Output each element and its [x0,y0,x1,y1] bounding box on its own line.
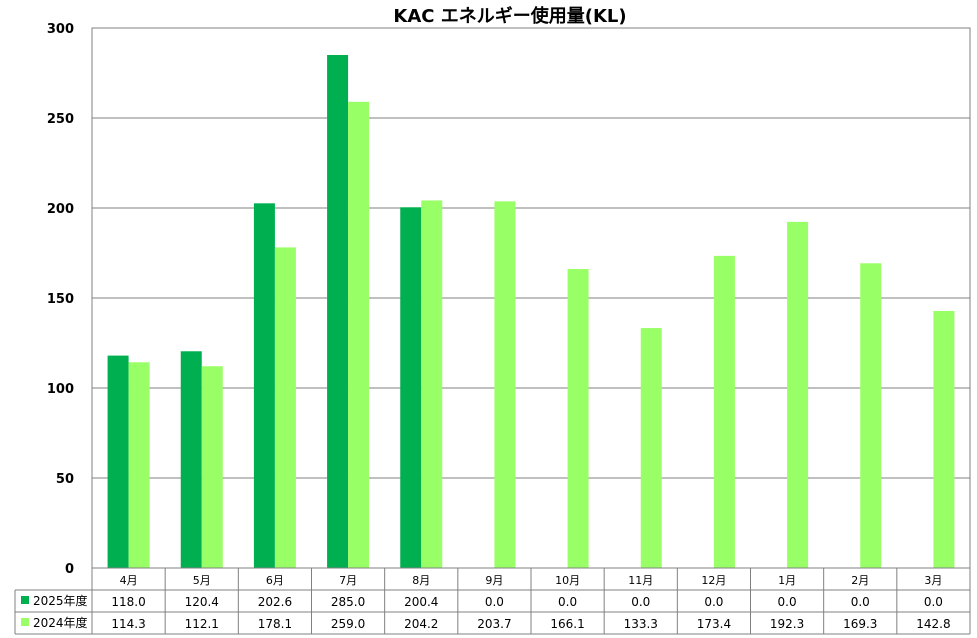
legend-swatch [21,596,29,604]
data-label: 0.0 [851,595,870,609]
y-axis-ticks: 0 50 100 150 200 250 300 [47,22,74,577]
bar-series-1 [107,355,129,568]
data-label: 0.0 [704,595,723,609]
y-tick-label: 300 [47,22,74,37]
x-tick-label: 6月 [266,574,284,587]
data-label: 120.4 [185,595,219,609]
bars [107,55,955,569]
chart-title: KAC エネルギー使用量(KL) [393,5,626,27]
y-tick-label: 250 [47,112,74,127]
bar-series-2 [274,247,296,569]
y-tick-label: 0 [65,562,74,577]
data-label: 200.4 [404,595,438,609]
data-label: 203.7 [477,617,511,631]
data-label: 178.1 [258,617,292,631]
y-tick-label: 50 [56,472,74,487]
bar-series-2 [787,221,809,569]
legend-entry: 2024年度 [33,615,88,630]
bar-series-1 [253,203,275,568]
y-tick-label: 150 [47,292,74,307]
x-tick-label: 1月 [778,574,796,587]
x-tick-label: 5月 [193,574,211,587]
x-tick-label: 10月 [555,574,580,587]
data-label: 169.3 [843,617,877,631]
x-tick-label: 2月 [851,574,869,587]
x-tick-label: 8月 [412,574,430,587]
bar-series-2 [933,310,955,568]
legend-entry: 2025年度 [33,593,88,608]
x-tick-label: 7月 [339,574,357,587]
data-label: 192.3 [770,617,804,631]
y-tick-label: 200 [47,202,74,217]
data-label: 118.0 [111,595,145,609]
data-label: 112.1 [185,617,219,631]
data-label: 114.3 [111,617,145,631]
bar-series-2 [348,101,370,569]
data-label: 259.0 [331,617,365,631]
bar-series-2 [201,366,223,568]
x-tick-label: 11月 [628,574,653,587]
y-tick-label: 100 [47,382,74,397]
data-label: 0.0 [631,595,650,609]
data-label: 0.0 [778,595,797,609]
data-label: 142.8 [916,617,950,631]
data-label: 0.0 [485,595,504,609]
data-label: 0.0 [558,595,577,609]
data-label: 202.6 [258,595,292,609]
plot-frame [91,27,971,569]
data-label: 166.1 [550,617,584,631]
bar-series-2 [421,200,443,568]
x-tick-label: 12月 [701,574,726,587]
bar-series-2 [640,328,662,568]
x-tick-label: 3月 [924,574,942,587]
bar-series-1 [180,351,202,568]
bar-series-2 [713,255,735,568]
gridlines [92,117,970,479]
bar-series-2 [128,362,150,568]
bar-series-1 [400,207,422,568]
data-label: 173.4 [697,617,731,631]
data-label: 204.2 [404,617,438,631]
bar-series-2 [860,263,882,568]
x-tick-label: 4月 [120,574,138,587]
data-label: 0.0 [924,595,943,609]
bar-series-1 [327,55,349,568]
bar-series-2 [567,269,589,568]
data-label: 133.3 [624,617,658,631]
x-tick-label: 9月 [485,574,503,587]
bar-series-2 [494,201,516,568]
legend-swatch [21,618,29,626]
data-label: 285.0 [331,595,365,609]
data-table: 4月 5月 6月 7月 8月 9月 10月 11月 12月 1月 2月 3月 2025年度 118.0 12… [14,567,971,635]
